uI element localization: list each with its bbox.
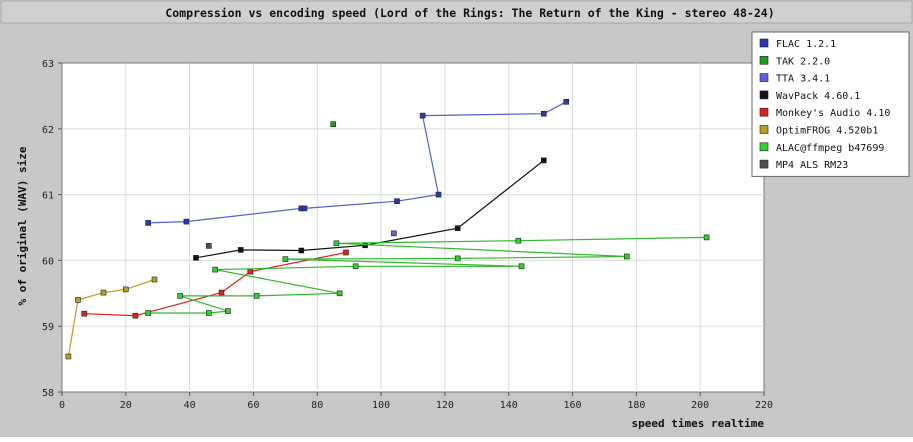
data-point xyxy=(623,253,630,260)
data-point xyxy=(177,293,183,299)
data-point xyxy=(145,220,151,226)
data-point xyxy=(65,353,72,360)
data-point xyxy=(237,247,244,253)
chart-title: Compression vs encoding speed (Lord of t… xyxy=(165,6,774,20)
series-7 xyxy=(206,243,212,249)
y-tick-label: 63 xyxy=(42,59,54,70)
data-point xyxy=(563,99,570,105)
y-tick-label: 59 xyxy=(42,322,54,333)
data-point xyxy=(352,263,359,270)
x-tick-label: 120 xyxy=(436,400,454,411)
legend-label: WavPack 4.60.1 xyxy=(776,91,860,102)
data-point xyxy=(540,157,547,164)
data-point xyxy=(218,289,225,296)
legend-label: Monkey's Audio 4.10 xyxy=(776,108,890,119)
legend-label: OptimFROG 4.520b1 xyxy=(776,126,878,137)
series-5 xyxy=(65,276,158,360)
legend-swatch xyxy=(759,55,769,65)
legend-label: FLAC 1.2.1 xyxy=(776,39,836,50)
legend-swatch xyxy=(759,73,769,82)
data-point xyxy=(206,243,212,249)
x-tick-label: 160 xyxy=(564,400,582,411)
data-point xyxy=(298,247,305,254)
data-point xyxy=(75,297,81,303)
x-tick-label: 0 xyxy=(59,400,65,411)
axes: 0 20 40 60 80 100 120 140 160 180 200 220 58 59 60 61 62… xyxy=(42,59,773,411)
data-point xyxy=(206,310,212,316)
title-bar xyxy=(0,0,913,24)
legend-swatch xyxy=(759,159,769,169)
legend-swatch xyxy=(759,107,769,117)
series-4 xyxy=(81,249,349,319)
data-point xyxy=(123,286,129,293)
data-point xyxy=(145,310,151,316)
series-line xyxy=(195,159,545,259)
series-2 xyxy=(391,230,397,237)
legend-label: TAK 2.2.0 xyxy=(776,56,830,67)
legend-swatch xyxy=(759,125,769,134)
data-point xyxy=(336,290,343,297)
legend-swatch xyxy=(759,142,769,152)
data-point xyxy=(515,237,522,244)
data-point xyxy=(81,310,88,317)
y-tick-label: 60 xyxy=(42,256,54,267)
series-6 xyxy=(145,234,710,316)
x-tick-label: 80 xyxy=(311,400,323,411)
data-point xyxy=(183,218,190,225)
x-tick-label: 60 xyxy=(247,400,259,411)
y-axis-label: % of original (WAV) size xyxy=(16,146,29,305)
y-tick-label: 62 xyxy=(42,125,54,136)
series-1 xyxy=(330,121,337,127)
data-point xyxy=(301,205,308,212)
data-point xyxy=(100,289,107,296)
data-point xyxy=(333,240,340,247)
data-point xyxy=(343,249,349,256)
legend-label: MP4 ALS RM23 xyxy=(776,160,848,171)
legend-label: ALAC@ffmpeg b47699 xyxy=(776,143,884,154)
legend-label: TTA 3.4.1 xyxy=(776,74,830,85)
x-tick-label: 200 xyxy=(691,400,709,411)
legend-swatch xyxy=(759,38,769,48)
legend: FLAC 1.2.1 TAK 2.2.0 TTA 3.4.1 WavPack 4.60… xyxy=(751,31,910,177)
y-tick-label: 58 xyxy=(42,388,54,399)
data-point xyxy=(132,312,139,319)
data-point xyxy=(435,191,442,198)
data-point xyxy=(193,255,199,261)
data-point xyxy=(454,225,461,231)
x-tick-label: 220 xyxy=(755,400,773,411)
data-point xyxy=(212,266,218,273)
series-0 xyxy=(145,99,570,226)
plot-area xyxy=(61,62,765,393)
data-point xyxy=(518,263,525,270)
x-axis-label: speed times realtime xyxy=(632,417,765,430)
y-tick-label: 61 xyxy=(42,191,54,202)
data-point xyxy=(391,230,397,237)
data-point xyxy=(282,256,289,262)
data-point xyxy=(540,110,547,117)
x-tick-label: 180 xyxy=(627,400,645,411)
data-point xyxy=(394,198,400,204)
data-point xyxy=(151,276,158,283)
data-point xyxy=(330,121,337,127)
data-point xyxy=(454,255,461,262)
data-point xyxy=(419,112,426,119)
data-point xyxy=(253,293,260,299)
data-point xyxy=(362,242,368,249)
data-point xyxy=(247,268,254,275)
series-layer xyxy=(65,99,710,360)
x-tick-label: 100 xyxy=(372,400,390,411)
legend-swatch xyxy=(759,90,769,100)
x-tick-label: 40 xyxy=(184,400,196,411)
grid xyxy=(62,63,764,392)
x-tick-label: 20 xyxy=(120,400,132,411)
data-point xyxy=(703,234,710,241)
data-point xyxy=(225,308,231,314)
x-tick-label: 140 xyxy=(500,400,518,411)
legend-box xyxy=(751,31,910,177)
